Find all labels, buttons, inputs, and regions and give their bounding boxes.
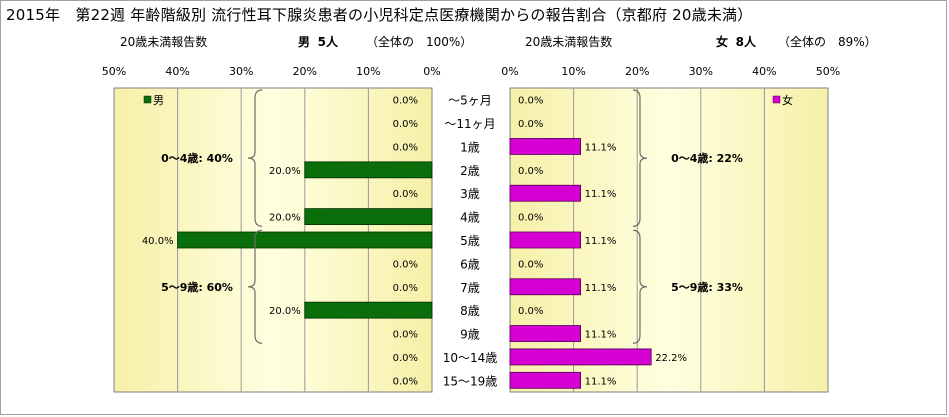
male-bar [304,208,433,226]
left-sex: 男 [298,35,311,49]
category-label: ～5ヶ月 [448,94,492,108]
male-axis-tick: 50% [102,65,126,78]
category-label: 8歳 [460,304,480,318]
male-group-label: 5～9歳: 60% [161,280,233,294]
female-data-label: 0.0% [518,259,543,270]
female-data-label: 22.2% [655,353,687,364]
female-axis-tick: 50% [816,65,840,78]
female-bar [509,184,581,202]
female-axis-tick: 20% [625,65,649,78]
category-label: 1歳 [460,140,480,154]
female-data-label: 0.0% [518,119,543,130]
female-group-label: 5～9歳: 33% [671,280,743,294]
category-label: 7歳 [460,281,480,295]
female-axis-tick: 40% [752,65,776,78]
male-data-label: 20.0% [269,166,301,177]
female-data-label: 0.0% [518,96,543,107]
right-sex-count: 女 8人 [716,33,756,50]
female-data-label: 0.0% [518,213,543,224]
left-sex-count: 男 5人 [298,33,338,50]
female-bar [509,138,581,155]
left-count: 5人 [317,35,339,49]
right-caption: 20歳未満報告数 [525,35,613,49]
male-axis-tick: 10% [356,65,380,78]
female-bar [509,371,581,389]
male-data-label: 20.0% [269,213,301,224]
male-data-label: 0.0% [393,330,418,341]
female-legend-label: 女 [782,93,793,107]
male-data-label: 0.0% [393,376,418,387]
category-label: 3歳 [460,187,480,201]
category-label: 5歳 [460,234,480,248]
female-data-label: 11.1% [585,189,617,200]
male-bar [177,231,433,249]
category-label: 2歳 [460,164,480,178]
male-axis-tick: 30% [229,65,253,78]
female-data-label: 11.1% [585,142,617,153]
left-caption: 20歳未満報告数 [120,35,208,49]
female-data-label: 11.1% [585,330,617,341]
female-axis-tick: 10% [561,65,585,78]
female-legend-swatch [772,95,781,104]
male-group-brace [247,89,263,227]
male-data-label: 40.0% [142,236,174,247]
female-data-label: 0.0% [518,166,543,177]
male-bar [304,301,433,319]
male-data-label: 0.0% [393,142,418,153]
male-data-label: 0.0% [393,96,418,107]
left-share: （全体の 100%） [366,35,473,49]
male-group-brace [247,229,263,344]
female-data-label: 11.1% [585,376,617,387]
category-label: ～11ヶ月 [444,117,495,131]
male-legend-swatch [143,95,152,104]
female-data-label: 0.0% [518,306,543,317]
male-axis-tick: 40% [165,65,189,78]
female-bar [509,348,652,366]
right-share: （全体の 89%） [778,35,877,49]
female-bar [509,231,581,249]
male-axis-tick: 0% [423,65,440,78]
right-sex: 女 [716,35,729,49]
female-group-label: 0～4歳: 22% [671,151,743,165]
female-data-label: 11.1% [585,236,617,247]
category-label: 4歳 [460,211,480,225]
female-group-brace [632,89,648,227]
category-label: 15～19歳 [443,374,498,388]
male-group-label: 0～4歳: 40% [161,151,233,165]
category-label: 10～14歳 [443,351,498,365]
category-label: 9歳 [460,328,480,342]
male-data-label: 0.0% [393,283,418,294]
male-data-label: 0.0% [393,189,418,200]
female-axis-tick: 30% [689,65,713,78]
male-data-label: 0.0% [393,259,418,270]
category-label: 6歳 [460,257,480,271]
male-data-label: 0.0% [393,353,418,364]
female-axis-tick: 0% [501,65,518,78]
male-data-label: 20.0% [269,306,301,317]
male-bar [304,161,433,179]
male-axis-tick: 20% [293,65,317,78]
male-legend-label: 男 [153,94,164,107]
right-count: 8人 [735,35,757,49]
chart-title: 2015年 第22週 年齢階級別 流行性耳下腺炎患者の小児科定点医療機関からの報… [6,6,753,24]
female-group-brace [632,229,648,344]
female-data-label: 11.1% [585,283,617,294]
female-bar [509,325,581,342]
female-bar [509,278,581,296]
male-data-label: 0.0% [393,119,418,130]
